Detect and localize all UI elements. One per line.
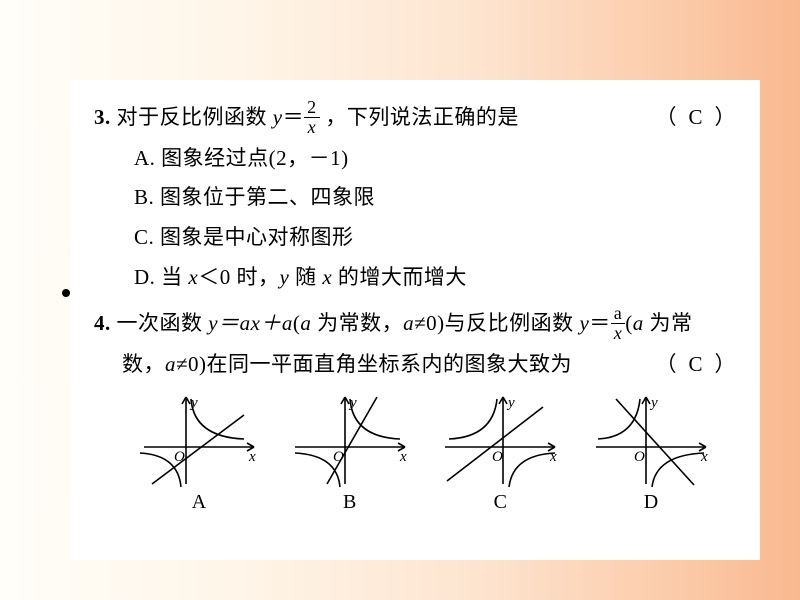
axis-y: y xyxy=(506,395,515,411)
q3-optD-m1: ＜0 时， xyxy=(198,265,279,289)
q4-eq2-sign: ＝ xyxy=(589,311,611,335)
axis-y: y xyxy=(649,395,658,411)
graph-D: y x O D xyxy=(586,389,716,514)
q3-eq-lhs: y xyxy=(273,105,283,129)
axis-x: x xyxy=(399,449,407,465)
q4-fraction: ax xyxy=(611,304,626,343)
q3-paren-open: （ xyxy=(655,105,677,129)
q3-frac-den: x xyxy=(304,117,320,137)
q3-optC: C. 图象是中心对称图形 xyxy=(94,218,736,258)
q4-l1-a2: a xyxy=(403,311,414,335)
graph-C-svg: y x O xyxy=(435,389,565,489)
q3-paren-close: ） xyxy=(715,105,737,129)
graph-A-svg: y x O xyxy=(134,389,264,489)
q3-optA: A. 图象经过点(2，－1) xyxy=(94,139,736,179)
q4-l1-a1: a xyxy=(300,311,311,335)
q4-l2-pre: 数， xyxy=(122,352,165,376)
q4-stem-line1: 4. 一次函数 y＝ax＋a(a 为常数，a≠0)与反比例函数 y＝ax(a 为… xyxy=(94,304,736,345)
q3-stem: 3. 对于反比例函数 y＝2x ，下列说法正确的是 （ C ） xyxy=(94,98,736,139)
page-content: 3. 对于反比例函数 y＝2x ，下列说法正确的是 （ C ） A. 图象经过点… xyxy=(70,80,760,560)
q3-optD-suf: 的增大而增大 xyxy=(332,265,467,289)
q3-optB: B. 图象位于第二、四象限 xyxy=(94,178,736,218)
q3-fraction: 2x xyxy=(304,98,320,137)
q3-eq-sign: ＝ xyxy=(283,105,305,129)
q4-stem-line2: 数，a≠0)在同一平面直角坐标系内的图象大致为 （ C ） xyxy=(94,345,736,385)
q4-l1-t2: ≠0)与反比例函数 xyxy=(414,311,579,335)
axis-y: y xyxy=(189,395,198,411)
bullet-q4 xyxy=(62,289,70,297)
q3-answer-letter: C xyxy=(688,105,703,129)
q3-optD: D. 当 x＜0 时，y 随 x 的增大而增大 xyxy=(94,258,736,298)
q4-l1-t3: ( xyxy=(625,311,633,335)
q3-answer: （ C ） xyxy=(626,98,736,138)
q4-l1-t1: 为常数， xyxy=(311,311,403,335)
axis-O: O xyxy=(333,449,344,465)
graph-C-label: C xyxy=(435,491,565,514)
q4-answer: （ C ） xyxy=(626,345,736,385)
q4-l1-eq: y＝ax＋a xyxy=(208,311,293,335)
q3-text-2: ，下列说法正确的是 xyxy=(325,105,519,129)
q4-l2-t: ≠0)在同一平面直角坐标系内的图象大致为 xyxy=(176,352,572,376)
graph-B: y x O B xyxy=(285,389,415,514)
graph-D-label: D xyxy=(586,491,716,514)
q4-l2-a: a xyxy=(165,352,176,376)
axis-x: x xyxy=(700,449,708,465)
q4-l1-t4: 为常 xyxy=(644,311,693,335)
axis-O: O xyxy=(174,449,185,465)
graph-D-svg: y x O xyxy=(586,389,716,489)
q3-optD-m2: 随 xyxy=(289,265,322,289)
graph-C: y x O C xyxy=(435,389,565,514)
q4-frac-den: x xyxy=(611,323,626,343)
graph-B-label: B xyxy=(285,491,415,514)
q3-frac-num: 2 xyxy=(304,98,320,117)
q4-frac-num: a xyxy=(611,304,626,323)
q3-optD-y: y xyxy=(280,265,290,289)
q3-text-1: 对于反比例函数 xyxy=(117,105,273,129)
q4-l1-pre: 一次函数 xyxy=(117,311,209,335)
q3-optD-x1: x xyxy=(188,265,198,289)
q3-optD-x2: x xyxy=(322,265,332,289)
axis-O: O xyxy=(634,449,645,465)
q4-paren-close: ） xyxy=(715,352,737,376)
graph-A: y x O A xyxy=(134,389,264,514)
graph-A-label: A xyxy=(134,491,264,514)
q4-answer-letter: C xyxy=(688,352,703,376)
q3-number: 3. xyxy=(94,105,111,129)
q3-optD-pre: D. 当 xyxy=(134,265,188,289)
axis-x: x xyxy=(248,449,256,465)
q4-paren-open: （ xyxy=(655,352,677,376)
axis-x: x xyxy=(549,449,557,465)
axis-O: O xyxy=(492,449,503,465)
q4-number: 4. xyxy=(94,311,111,335)
graph-B-svg: y x O xyxy=(285,389,415,489)
q4-eq2-lhs: y xyxy=(579,311,589,335)
axis-y: y xyxy=(348,395,357,411)
q4-graphs-row: y x O A y x O B xyxy=(94,385,736,514)
q4-l1-a3: a xyxy=(633,311,644,335)
